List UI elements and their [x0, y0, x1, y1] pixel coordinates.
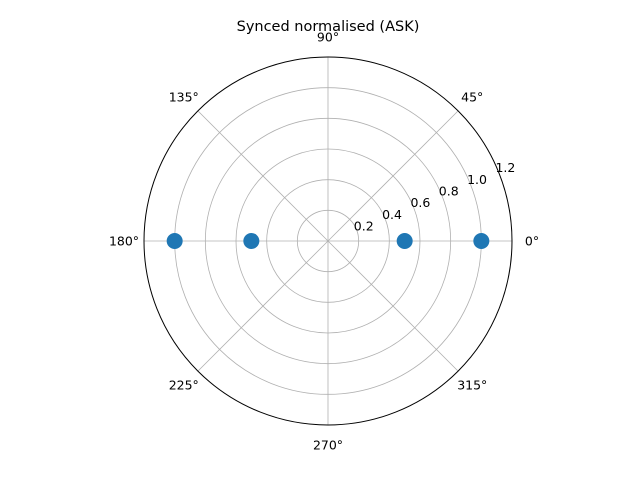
chart-title: Synced normalised (ASK) — [237, 19, 420, 35]
angular-gridline — [197, 110, 329, 242]
theta-tick-label: 135° — [169, 89, 199, 104]
r-tick-label: 0.6 — [410, 195, 430, 210]
theta-tick-label: 225° — [169, 378, 199, 393]
theta-tick-label: 45° — [461, 89, 483, 104]
data-point — [396, 233, 413, 249]
data-point — [473, 233, 490, 249]
r-tick-label: 0.2 — [354, 219, 374, 234]
polar-frame — [143, 56, 513, 426]
angular-gridline — [197, 240, 329, 372]
data-point — [243, 233, 260, 249]
r-tick-label: 1.2 — [495, 160, 515, 175]
angular-gridline — [327, 240, 459, 372]
tick-labels: 0° 45° 90° 135° 180° 225° 270° 315° 0.2 0.4 0.6 0.8… — [109, 30, 539, 453]
r-tick-label: 0.8 — [439, 183, 459, 198]
r-tick-label: 0.4 — [382, 207, 402, 222]
r-tick-label: 1.0 — [467, 172, 487, 187]
data-points — [166, 233, 490, 249]
data-point — [166, 233, 183, 249]
theta-tick-label: 180° — [109, 234, 139, 249]
theta-tick-label: 315° — [457, 378, 487, 393]
theta-tick-label: 0° — [525, 234, 539, 249]
angular-gridline — [327, 110, 459, 242]
theta-tick-label: 270° — [313, 438, 343, 453]
polar-grid — [144, 57, 512, 425]
theta-tick-label: 90° — [317, 30, 339, 45]
